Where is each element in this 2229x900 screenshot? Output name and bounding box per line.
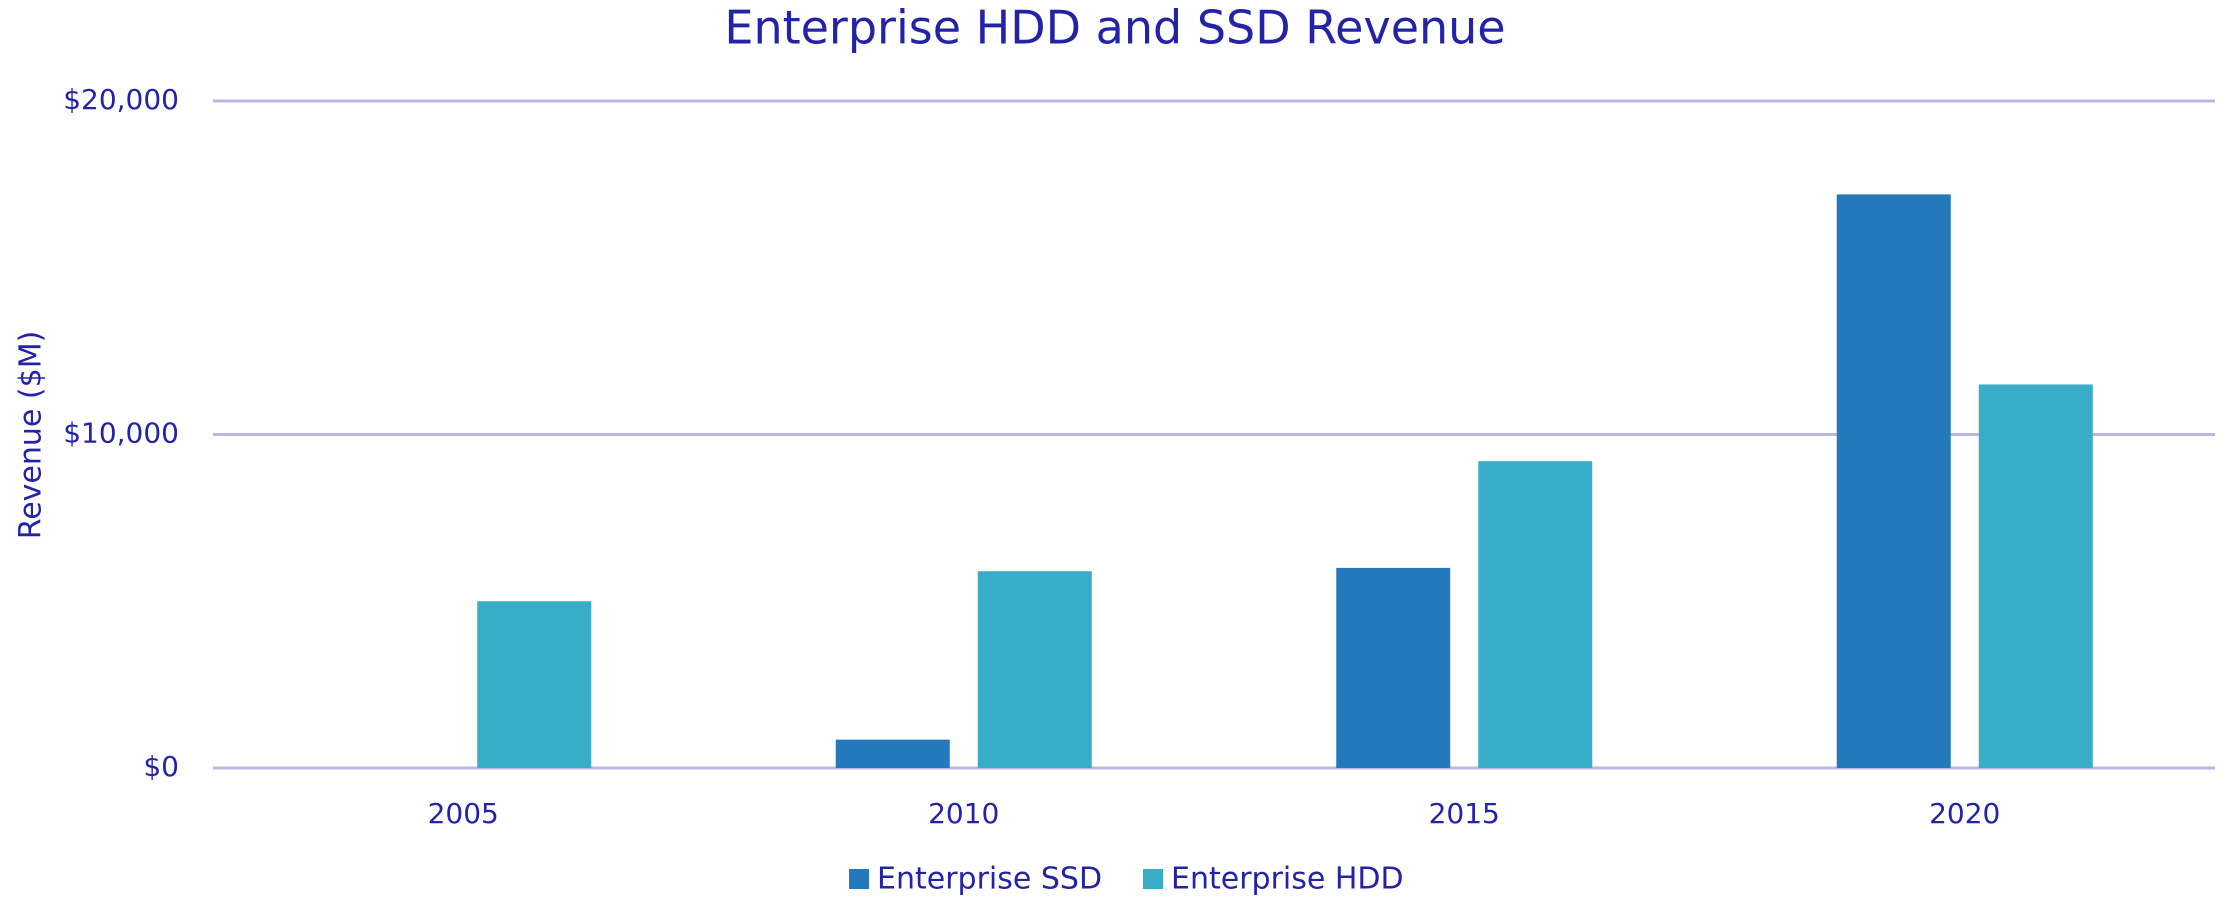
bar: [977, 571, 1092, 768]
x-tick-label: 2015: [1429, 797, 1500, 830]
bar: [1336, 567, 1451, 768]
y-axis-title: Revenue ($M): [14, 331, 49, 540]
x-tick-label: 2005: [428, 797, 499, 830]
legend-label: Enterprise SSD: [877, 862, 1102, 897]
y-tick-label: $10,000: [63, 417, 179, 450]
y-tick-label: $0: [143, 750, 179, 783]
legend-label: Enterprise HDD: [1171, 862, 1404, 897]
bar: [477, 601, 592, 768]
y-tick-label: $20,000: [63, 83, 179, 116]
bar: [1836, 194, 1951, 768]
bar: [835, 739, 950, 768]
x-tick-label: 2020: [1929, 797, 2000, 830]
chart-title: Enterprise HDD and SSD Revenue: [724, 1, 1505, 55]
bar: [1978, 384, 2093, 768]
legend-swatch: [849, 869, 869, 889]
x-tick-label: 2010: [928, 797, 999, 830]
bar: [1478, 461, 1593, 768]
legend-swatch: [1143, 869, 1163, 889]
